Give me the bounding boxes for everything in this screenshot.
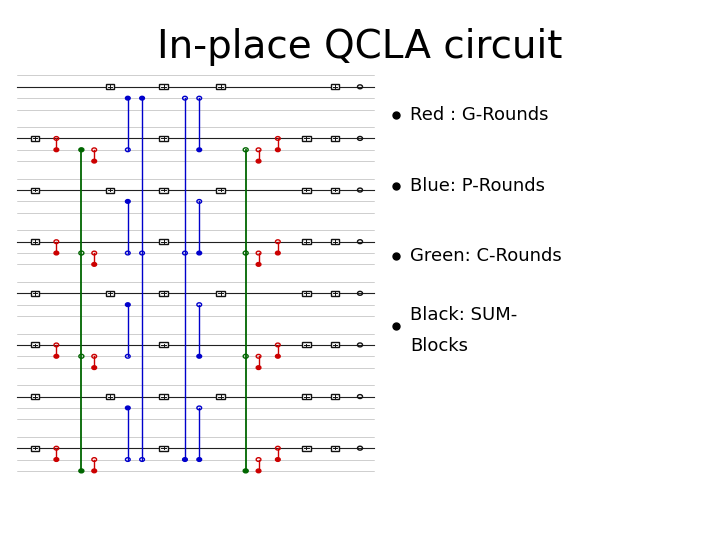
FancyBboxPatch shape <box>31 342 39 347</box>
Circle shape <box>183 458 187 461</box>
FancyBboxPatch shape <box>106 394 114 399</box>
FancyBboxPatch shape <box>106 187 114 193</box>
FancyBboxPatch shape <box>330 342 339 347</box>
Circle shape <box>92 366 96 369</box>
FancyBboxPatch shape <box>330 239 339 244</box>
Circle shape <box>256 366 261 369</box>
Circle shape <box>125 406 130 410</box>
FancyBboxPatch shape <box>217 187 225 193</box>
Text: In-place QCLA circuit: In-place QCLA circuit <box>157 28 563 66</box>
FancyBboxPatch shape <box>330 187 339 193</box>
Text: Black: SUM-: Black: SUM- <box>410 306 517 324</box>
Circle shape <box>125 96 130 100</box>
Text: Blocks: Blocks <box>410 337 468 355</box>
Text: Red : G-Rounds: Red : G-Rounds <box>410 106 549 124</box>
FancyBboxPatch shape <box>31 446 39 451</box>
Circle shape <box>79 469 84 473</box>
FancyBboxPatch shape <box>106 84 114 89</box>
FancyBboxPatch shape <box>302 291 311 296</box>
FancyBboxPatch shape <box>302 342 311 347</box>
Circle shape <box>256 469 261 472</box>
Circle shape <box>92 262 96 266</box>
FancyBboxPatch shape <box>31 136 39 141</box>
FancyBboxPatch shape <box>106 291 114 296</box>
FancyBboxPatch shape <box>330 84 339 89</box>
FancyBboxPatch shape <box>31 187 39 193</box>
FancyBboxPatch shape <box>159 84 168 89</box>
FancyBboxPatch shape <box>330 136 339 141</box>
Text: Green: C-Rounds: Green: C-Rounds <box>410 247 562 265</box>
FancyBboxPatch shape <box>330 446 339 451</box>
Circle shape <box>125 200 130 203</box>
Circle shape <box>256 262 261 266</box>
Circle shape <box>92 159 96 163</box>
Circle shape <box>140 96 145 100</box>
Circle shape <box>243 469 248 473</box>
FancyBboxPatch shape <box>217 394 225 399</box>
Circle shape <box>54 458 59 461</box>
Circle shape <box>197 148 202 152</box>
FancyBboxPatch shape <box>159 342 168 347</box>
Circle shape <box>197 354 202 358</box>
Circle shape <box>197 458 202 461</box>
FancyBboxPatch shape <box>302 239 311 244</box>
Circle shape <box>54 354 59 358</box>
FancyBboxPatch shape <box>31 394 39 399</box>
FancyBboxPatch shape <box>159 394 168 399</box>
Text: Blue: P-Rounds: Blue: P-Rounds <box>410 177 545 194</box>
Circle shape <box>276 458 280 461</box>
Circle shape <box>197 251 202 255</box>
Circle shape <box>54 148 59 152</box>
FancyBboxPatch shape <box>217 84 225 89</box>
FancyBboxPatch shape <box>330 394 339 399</box>
FancyBboxPatch shape <box>159 446 168 451</box>
Circle shape <box>256 159 261 163</box>
Circle shape <box>276 354 280 358</box>
FancyBboxPatch shape <box>31 239 39 244</box>
FancyBboxPatch shape <box>159 291 168 296</box>
FancyBboxPatch shape <box>302 446 311 451</box>
FancyBboxPatch shape <box>330 291 339 296</box>
FancyBboxPatch shape <box>159 239 168 244</box>
FancyBboxPatch shape <box>159 136 168 141</box>
Circle shape <box>92 469 96 472</box>
FancyBboxPatch shape <box>302 394 311 399</box>
Circle shape <box>125 303 130 307</box>
FancyBboxPatch shape <box>31 291 39 296</box>
FancyBboxPatch shape <box>217 291 225 296</box>
FancyBboxPatch shape <box>159 187 168 193</box>
Circle shape <box>79 148 84 152</box>
FancyBboxPatch shape <box>302 136 311 141</box>
Circle shape <box>54 251 59 255</box>
Circle shape <box>276 148 280 152</box>
FancyBboxPatch shape <box>302 187 311 193</box>
Circle shape <box>276 251 280 255</box>
